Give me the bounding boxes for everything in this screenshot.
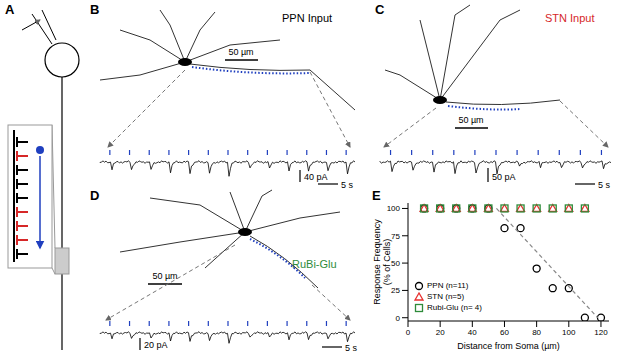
svg-text:RuBi-Glu: RuBi-Glu (292, 258, 337, 270)
svg-text:A: A (5, 2, 15, 17)
svg-text:75: 75 (391, 232, 400, 241)
svg-text:STN Input: STN Input (545, 12, 595, 24)
svg-text:50 pA: 50 pA (492, 172, 516, 182)
svg-text:20: 20 (436, 328, 445, 337)
svg-text:80: 80 (532, 328, 541, 337)
svg-text:40: 40 (468, 328, 477, 337)
svg-text:D: D (90, 188, 99, 203)
svg-text:Response Frequency(% of Cells): Response Frequency(% of Cells) (372, 219, 392, 305)
html-text:STN (n=5): STN (n=5) (427, 292, 465, 301)
html-text:PPN (n=11): PPN (n=11) (427, 281, 469, 290)
html-text:Rubi-Glu (n= 4): Rubi-Glu (n= 4) (427, 303, 482, 312)
svg-text:20 pA: 20 pA (144, 340, 168, 350)
svg-text:50 µm: 50 µm (152, 271, 177, 281)
svg-text:50 µm: 50 µm (228, 47, 253, 57)
svg-text:5 s: 5 s (341, 180, 354, 190)
svg-text:0: 0 (396, 314, 401, 323)
svg-text:C: C (375, 2, 385, 17)
svg-text:B: B (90, 2, 99, 17)
svg-text:50 µm: 50 µm (458, 115, 483, 125)
svg-text:60: 60 (500, 328, 509, 337)
svg-text:120: 120 (594, 328, 608, 337)
svg-text:0: 0 (406, 328, 411, 337)
svg-text:100: 100 (562, 328, 576, 337)
svg-text:E: E (372, 188, 381, 203)
svg-text:25: 25 (391, 286, 400, 295)
svg-text:5 s: 5 s (345, 343, 358, 353)
svg-text:Distance from Soma (µm): Distance from Soma (µm) (457, 341, 560, 351)
svg-text:5 s: 5 s (598, 180, 611, 190)
svg-text:PPN Input: PPN Input (282, 12, 332, 24)
svg-text:50: 50 (391, 259, 400, 268)
svg-text:100: 100 (387, 204, 401, 213)
svg-text:40 pA: 40 pA (304, 172, 328, 182)
